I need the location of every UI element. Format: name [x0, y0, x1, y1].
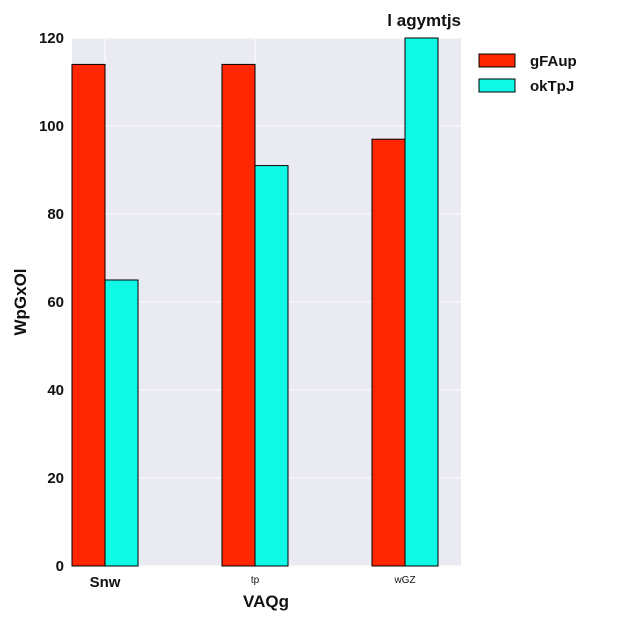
x-tick-label: Snw — [90, 574, 121, 591]
y-tick-label: 80 — [47, 206, 64, 223]
x-axis-label: VAQg — [243, 592, 289, 611]
y-tick-label: 60 — [47, 294, 64, 311]
bar-okTpJ-Snw — [104, 279, 139, 567]
bar-gFAup-wGZ — [371, 138, 406, 567]
legend-swatch — [478, 53, 516, 68]
y-tick-label: 40 — [47, 382, 64, 399]
bars — [71, 37, 439, 567]
y-tick-label: 20 — [47, 470, 64, 487]
y-tick-label: 0 — [56, 558, 64, 575]
y-tick-label: 120 — [39, 30, 64, 47]
bar-okTpJ-wGZ — [404, 37, 439, 567]
legend-swatch — [478, 78, 516, 93]
bar-okTpJ-tp — [254, 165, 289, 567]
legend-label: gFAup — [530, 53, 577, 70]
bar-gFAup-tp — [221, 63, 256, 567]
x-tick-label: tp — [251, 575, 260, 586]
chart-title: l agymtjs — [387, 11, 461, 30]
bar-gFAup-Snw — [71, 63, 106, 567]
legend: gFAup okTpJ — [478, 53, 577, 95]
y-axis-label: WpGxOl — [11, 268, 30, 335]
x-tick-label: wGZ — [393, 575, 415, 586]
y-tick-label: 100 — [39, 118, 64, 135]
x-tick-labels: Snw tp wGZ — [90, 574, 416, 591]
legend-label: okTpJ — [530, 78, 574, 95]
y-tick-labels: 0 20 40 60 80 100 120 — [39, 30, 64, 575]
